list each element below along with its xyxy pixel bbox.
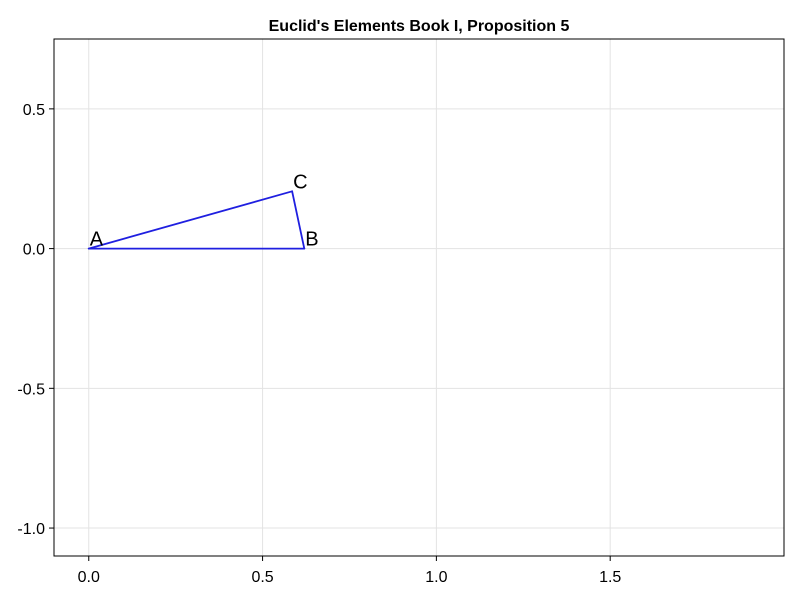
point-label-a: A (90, 229, 104, 251)
segment-ca (87, 190, 294, 250)
x-tick-label: 0.5 (251, 569, 273, 586)
x-tick-label: 1.5 (599, 569, 621, 586)
axis-ticks: 0.0 0.5 1.0 1.5 0.5 0.0 -0.5 -1.0 (17, 102, 621, 586)
segment-bc (291, 190, 306, 250)
y-tick-label: 0.0 (23, 242, 45, 259)
y-tick-label: 0.5 (23, 102, 45, 119)
grid-lines (54, 39, 784, 556)
y-tick-label: -0.5 (17, 381, 45, 398)
point-labels: A B C (90, 171, 319, 250)
plot-frame (53, 38, 785, 557)
point-label-c: C (293, 171, 307, 193)
x-tick-label: 0.0 (78, 569, 100, 586)
chart-title: Euclid's Elements Book I, Proposition 5 (269, 18, 570, 35)
triangle-abc (87, 190, 306, 250)
x-tick-label: 1.0 (425, 569, 447, 586)
point-label-b: B (305, 229, 318, 251)
y-tick-label: -1.0 (17, 521, 45, 538)
